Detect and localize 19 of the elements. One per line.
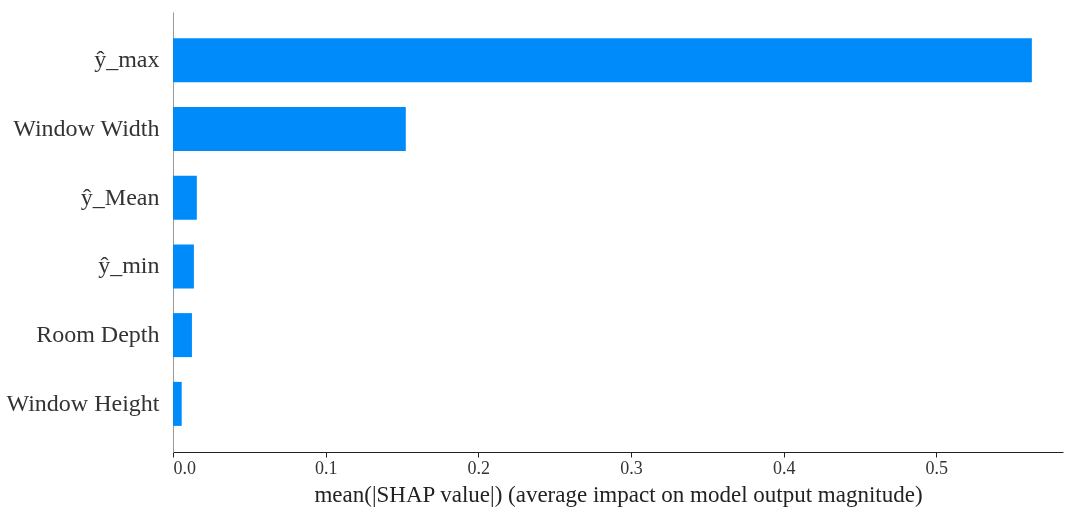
bar: [173, 381, 182, 426]
x-tick-label: 0.3: [620, 457, 643, 478]
bar: [173, 106, 406, 151]
y-tick-label: Window Width: [13, 114, 160, 141]
bar: [173, 175, 197, 220]
x-tick-label: 0.2: [467, 457, 491, 478]
bar: [173, 313, 192, 358]
y-tick-label: ŷ_max: [94, 46, 160, 73]
x-tick-label: 0.5: [925, 457, 949, 478]
y-tick-label: Window Height: [6, 389, 160, 416]
x-tick-label: 0.4: [772, 457, 796, 478]
x-tick-label: 0.0: [173, 457, 196, 478]
bar: [173, 38, 1032, 83]
y-tick-label: ŷ_min: [98, 252, 160, 279]
x-axis-title: mean(|SHAP value|) (average impact on model output magnitude): [314, 481, 923, 507]
x-tick-label: 0.1: [314, 457, 338, 478]
y-tick-label: ŷ_Mean: [80, 183, 160, 210]
y-tick-label: Room Depth: [36, 321, 160, 348]
bar: [173, 244, 194, 289]
